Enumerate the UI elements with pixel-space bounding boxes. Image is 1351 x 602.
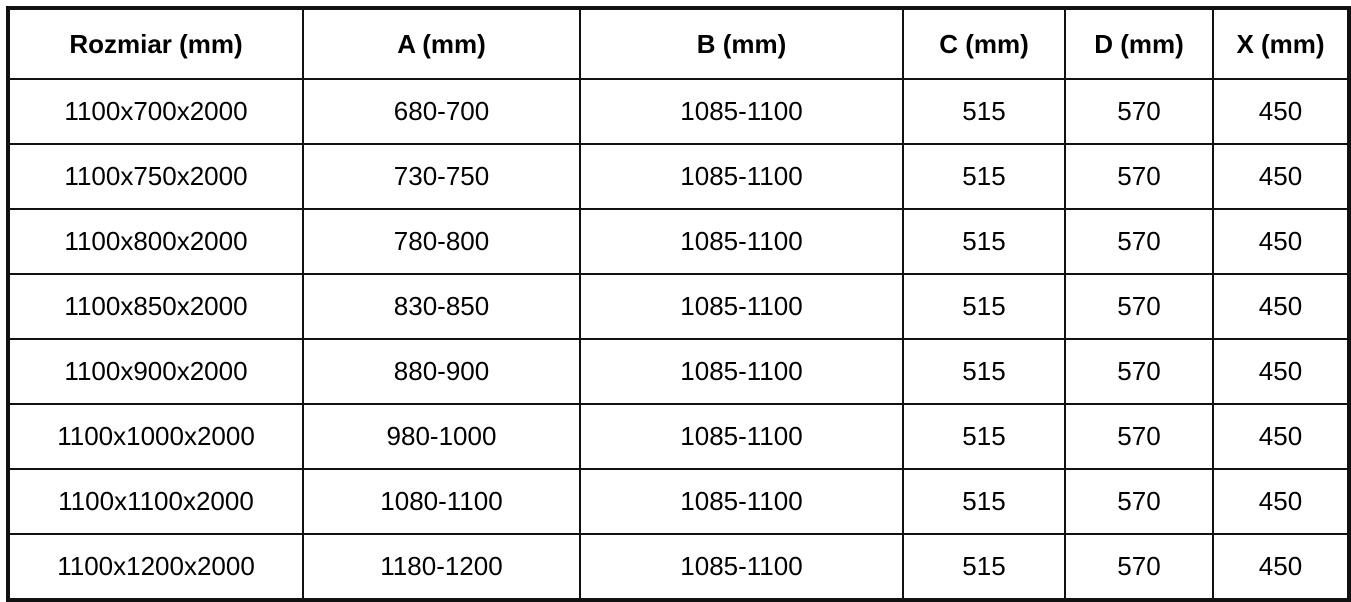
cell-c: 515 — [902, 468, 1066, 535]
column-header-c: C (mm) — [902, 6, 1066, 80]
cell-d: 570 — [1064, 338, 1214, 405]
cell-x: 450 — [1212, 468, 1351, 535]
cell-rozmiar: 1100x900x2000 — [6, 338, 304, 405]
column-header-b: B (mm) — [579, 6, 904, 80]
cell-rozmiar: 1100x750x2000 — [6, 143, 304, 210]
cell-rozmiar: 1100x1100x2000 — [6, 468, 304, 535]
cell-d: 570 — [1064, 533, 1214, 602]
cell-x: 450 — [1212, 208, 1351, 275]
cell-c: 515 — [902, 143, 1066, 210]
cell-c: 515 — [902, 78, 1066, 145]
table-header: Rozmiar (mm) A (mm) B (mm) C (mm) D (mm)… — [6, 6, 1351, 80]
column-header-rozmiar: Rozmiar (mm) — [6, 6, 304, 80]
cell-b: 1085-1100 — [579, 533, 904, 602]
cell-d: 570 — [1064, 78, 1214, 145]
cell-x: 450 — [1212, 403, 1351, 470]
table-row: 1100x1100x2000 1080-1100 1085-1100 515 5… — [6, 468, 1351, 535]
cell-b: 1085-1100 — [579, 143, 904, 210]
cell-x: 450 — [1212, 533, 1351, 602]
cell-d: 570 — [1064, 143, 1214, 210]
cell-a: 1080-1100 — [302, 468, 581, 535]
cell-a: 830-850 — [302, 273, 581, 340]
cell-d: 570 — [1064, 403, 1214, 470]
cell-rozmiar: 1100x1200x2000 — [6, 533, 304, 602]
cell-b: 1085-1100 — [579, 208, 904, 275]
table-body: 1100x700x2000 680-700 1085-1100 515 570 … — [6, 78, 1351, 602]
cell-c: 515 — [902, 273, 1066, 340]
cell-a: 880-900 — [302, 338, 581, 405]
cell-rozmiar: 1100x1000x2000 — [6, 403, 304, 470]
cell-a: 680-700 — [302, 78, 581, 145]
table-row: 1100x1200x2000 1180-1200 1085-1100 515 5… — [6, 533, 1351, 602]
cell-b: 1085-1100 — [579, 338, 904, 405]
table-row: 1100x800x2000 780-800 1085-1100 515 570 … — [6, 208, 1351, 275]
cell-b: 1085-1100 — [579, 468, 904, 535]
cell-a: 980-1000 — [302, 403, 581, 470]
cell-d: 570 — [1064, 468, 1214, 535]
cell-d: 570 — [1064, 273, 1214, 340]
cell-b: 1085-1100 — [579, 78, 904, 145]
cell-a: 1180-1200 — [302, 533, 581, 602]
table-row: 1100x750x2000 730-750 1085-1100 515 570 … — [6, 143, 1351, 210]
cell-c: 515 — [902, 208, 1066, 275]
table-row: 1100x700x2000 680-700 1085-1100 515 570 … — [6, 78, 1351, 145]
table-header-row: Rozmiar (mm) A (mm) B (mm) C (mm) D (mm)… — [6, 6, 1351, 80]
cell-c: 515 — [902, 338, 1066, 405]
column-header-x: X (mm) — [1212, 6, 1351, 80]
cell-b: 1085-1100 — [579, 273, 904, 340]
cell-a: 780-800 — [302, 208, 581, 275]
table-row: 1100x850x2000 830-850 1085-1100 515 570 … — [6, 273, 1351, 340]
cell-d: 570 — [1064, 208, 1214, 275]
table-row: 1100x1000x2000 980-1000 1085-1100 515 57… — [6, 403, 1351, 470]
dimensions-table: Rozmiar (mm) A (mm) B (mm) C (mm) D (mm)… — [6, 6, 1351, 602]
cell-x: 450 — [1212, 338, 1351, 405]
cell-rozmiar: 1100x700x2000 — [6, 78, 304, 145]
cell-x: 450 — [1212, 143, 1351, 210]
cell-x: 450 — [1212, 273, 1351, 340]
cell-a: 730-750 — [302, 143, 581, 210]
cell-rozmiar: 1100x800x2000 — [6, 208, 304, 275]
column-header-d: D (mm) — [1064, 6, 1214, 80]
cell-c: 515 — [902, 533, 1066, 602]
cell-x: 450 — [1212, 78, 1351, 145]
cell-b: 1085-1100 — [579, 403, 904, 470]
cell-rozmiar: 1100x850x2000 — [6, 273, 304, 340]
cell-c: 515 — [902, 403, 1066, 470]
column-header-a: A (mm) — [302, 6, 581, 80]
table-row: 1100x900x2000 880-900 1085-1100 515 570 … — [6, 338, 1351, 405]
